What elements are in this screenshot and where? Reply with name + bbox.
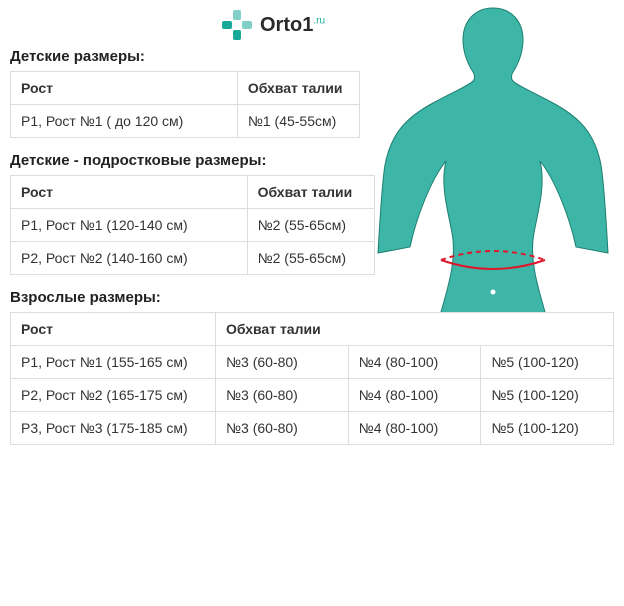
- table-cell: №3 (60-80): [216, 346, 349, 379]
- table-cell: Р1, Рост №1 (120-140 см): [11, 209, 248, 242]
- table-header: Обхват талии: [237, 72, 359, 105]
- table-cell: №3 (60-80): [216, 412, 349, 445]
- table-cell: Р1, Рост №1 (155-165 см): [11, 346, 216, 379]
- table-row: Р2, Рост №2 (165-175 см)№3 (60-80)№4 (80…: [11, 379, 614, 412]
- table-cell: №4 (80-100): [348, 346, 481, 379]
- table-header: Рост: [11, 313, 216, 346]
- size-table: РостОбхват талииР1, Рост №1 ( до 120 см)…: [10, 71, 360, 138]
- size-table: РостОбхват талииР1, Рост №1 (155-165 см)…: [10, 312, 614, 445]
- table-row: Р1, Рост №1 ( до 120 см)№1 (45-55см): [11, 105, 360, 138]
- table-cell: Р2, Рост №2 (165-175 см): [11, 379, 216, 412]
- table-header: Рост: [11, 176, 248, 209]
- brand-logo: Orto1.ru: [220, 8, 325, 42]
- table-cell: №3 (60-80): [216, 379, 349, 412]
- table-cell: №2 (55-65см): [247, 209, 374, 242]
- section-title: Детские - подростковые размеры:: [10, 152, 614, 169]
- size-tables-container: Детские размеры:РостОбхват талииР1, Рост…: [10, 48, 614, 445]
- table-row: Р2, Рост №2 (140-160 см)№2 (55-65см): [11, 242, 375, 275]
- table-row: Р1, Рост №1 (155-165 см)№3 (60-80)№4 (80…: [11, 346, 614, 379]
- table-header: Обхват талии: [247, 176, 374, 209]
- table-cell: №2 (55-65см): [247, 242, 374, 275]
- logo-icon: [220, 8, 254, 42]
- table-cell: №5 (100-120): [481, 379, 614, 412]
- table-cell: №4 (80-100): [348, 379, 481, 412]
- table-cell: №5 (100-120): [481, 412, 614, 445]
- table-cell: №1 (45-55см): [237, 105, 359, 138]
- table-header: Рост: [11, 72, 238, 105]
- section-title: Детские размеры:: [10, 48, 614, 65]
- table-cell: Р1, Рост №1 ( до 120 см): [11, 105, 238, 138]
- logo-text: Orto1.ru: [260, 14, 325, 37]
- section-title: Взрослые размеры:: [10, 289, 614, 306]
- table-cell: №4 (80-100): [348, 412, 481, 445]
- size-table: РостОбхват талииР1, Рост №1 (120-140 см)…: [10, 175, 375, 275]
- table-header: Обхват талии: [216, 313, 614, 346]
- table-cell: Р3, Рост №3 (175-185 см): [11, 412, 216, 445]
- table-cell: №5 (100-120): [481, 346, 614, 379]
- table-cell: Р2, Рост №2 (140-160 см): [11, 242, 248, 275]
- table-row: Р3, Рост №3 (175-185 см)№3 (60-80)№4 (80…: [11, 412, 614, 445]
- table-row: Р1, Рост №1 (120-140 см)№2 (55-65см): [11, 209, 375, 242]
